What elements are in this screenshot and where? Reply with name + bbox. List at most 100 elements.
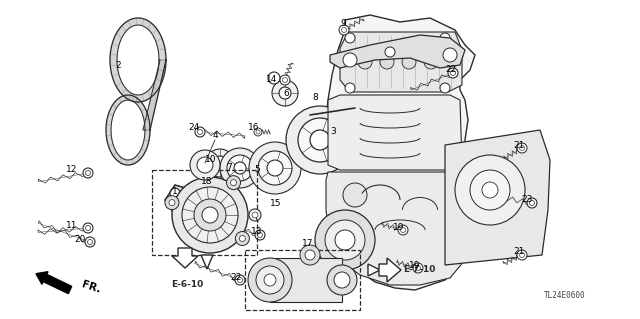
Circle shape — [256, 130, 260, 134]
Circle shape — [286, 106, 354, 174]
Circle shape — [202, 207, 218, 223]
Circle shape — [252, 212, 258, 218]
Circle shape — [227, 176, 241, 189]
Text: 5: 5 — [254, 165, 260, 174]
Circle shape — [83, 168, 93, 178]
Circle shape — [194, 199, 226, 231]
Circle shape — [358, 55, 372, 69]
Polygon shape — [326, 172, 465, 285]
Circle shape — [529, 201, 534, 205]
Circle shape — [267, 160, 283, 176]
Circle shape — [208, 183, 212, 187]
Circle shape — [165, 196, 179, 210]
Text: 14: 14 — [266, 75, 278, 84]
Bar — [152, 170, 257, 255]
Circle shape — [527, 198, 537, 208]
Polygon shape — [368, 264, 380, 276]
Text: 22: 22 — [445, 65, 456, 75]
Circle shape — [415, 265, 420, 271]
Circle shape — [236, 232, 250, 246]
Circle shape — [255, 230, 265, 240]
Circle shape — [249, 209, 261, 221]
Circle shape — [520, 145, 525, 151]
Circle shape — [258, 151, 292, 185]
Polygon shape — [172, 248, 198, 268]
Polygon shape — [110, 18, 166, 102]
Text: 6: 6 — [283, 90, 289, 99]
Circle shape — [342, 27, 346, 33]
Text: TL24E0600: TL24E0600 — [544, 291, 586, 300]
Circle shape — [86, 226, 90, 231]
Polygon shape — [201, 255, 213, 269]
Circle shape — [256, 266, 284, 294]
Circle shape — [455, 155, 525, 225]
Circle shape — [385, 47, 395, 57]
Circle shape — [190, 150, 220, 180]
Text: 19: 19 — [393, 222, 404, 232]
Circle shape — [343, 53, 357, 67]
Circle shape — [85, 237, 95, 247]
Text: 2: 2 — [115, 61, 121, 70]
Circle shape — [213, 156, 227, 170]
Polygon shape — [165, 185, 210, 220]
Circle shape — [206, 149, 234, 177]
Circle shape — [482, 182, 498, 198]
Circle shape — [206, 181, 214, 189]
Text: 15: 15 — [270, 199, 282, 209]
Circle shape — [401, 227, 406, 233]
Polygon shape — [143, 60, 166, 130]
Polygon shape — [330, 35, 465, 68]
Circle shape — [298, 118, 342, 162]
Text: 24: 24 — [188, 123, 200, 132]
Circle shape — [300, 245, 320, 265]
Text: 11: 11 — [67, 220, 77, 229]
Text: E-6-10: E-6-10 — [171, 280, 203, 289]
Circle shape — [424, 55, 438, 69]
Circle shape — [413, 263, 423, 273]
Circle shape — [249, 142, 301, 194]
Circle shape — [170, 188, 180, 198]
Polygon shape — [328, 95, 462, 170]
Text: 8: 8 — [312, 93, 318, 101]
Circle shape — [520, 253, 525, 257]
Circle shape — [169, 200, 175, 206]
Polygon shape — [183, 195, 200, 212]
Circle shape — [343, 183, 367, 207]
Text: 10: 10 — [205, 155, 217, 165]
Text: E-7-10: E-7-10 — [403, 265, 435, 275]
FancyArrow shape — [36, 272, 72, 293]
Circle shape — [196, 191, 204, 199]
Circle shape — [172, 177, 248, 253]
Circle shape — [248, 258, 292, 302]
Circle shape — [339, 25, 349, 35]
Text: 21: 21 — [513, 248, 525, 256]
Circle shape — [440, 33, 450, 43]
Circle shape — [305, 250, 315, 260]
Polygon shape — [379, 258, 401, 282]
Circle shape — [470, 170, 510, 210]
Polygon shape — [340, 32, 462, 92]
Circle shape — [279, 87, 291, 99]
Circle shape — [272, 80, 298, 106]
Circle shape — [440, 83, 450, 93]
Circle shape — [398, 225, 408, 235]
Circle shape — [334, 272, 350, 288]
Circle shape — [234, 162, 246, 174]
Circle shape — [335, 230, 355, 250]
Text: 13: 13 — [252, 226, 263, 235]
Circle shape — [280, 75, 290, 85]
Circle shape — [230, 180, 237, 186]
Circle shape — [443, 48, 457, 62]
Text: FR.: FR. — [80, 279, 102, 295]
Circle shape — [86, 170, 90, 175]
Text: 7: 7 — [226, 164, 232, 173]
Circle shape — [268, 72, 280, 84]
Circle shape — [310, 130, 330, 150]
Polygon shape — [325, 15, 475, 290]
Circle shape — [88, 240, 93, 244]
Circle shape — [451, 70, 456, 76]
Circle shape — [448, 68, 458, 78]
Text: 17: 17 — [302, 239, 314, 248]
Circle shape — [517, 250, 527, 260]
Polygon shape — [445, 130, 550, 265]
